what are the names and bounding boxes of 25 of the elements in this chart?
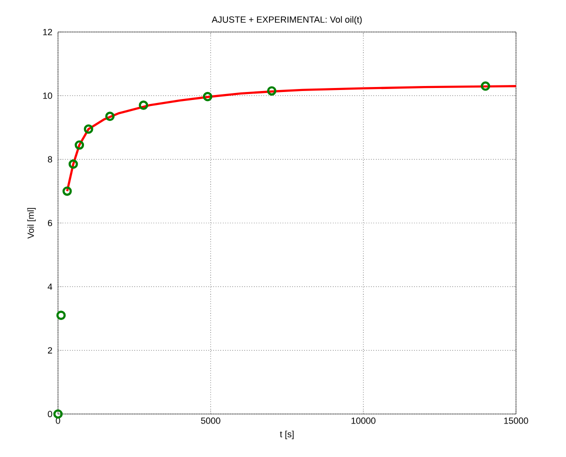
x-axis-title: t [s] [280,430,294,440]
y-tick-label: 10 [43,92,52,99]
y-axis-title: Voil [ml] [27,208,36,239]
chart-title: AJUSTE + EXPERIMENTAL: Vol oil(t) [212,16,362,24]
y-tick-label: 12 [43,28,52,36]
y-tick-label: 6 [48,220,52,226]
point [202,92,212,102]
y-tick-label: 8 [48,156,52,163]
x-tick-label: 5000 [201,418,220,424]
point [84,124,94,134]
point [267,86,276,96]
y-tick-label: 2 [48,347,52,354]
point [138,100,148,110]
line-series [66,85,518,192]
x-tick-label: 15000 [504,418,528,424]
point [68,159,78,169]
x-tick-label: 10000 [352,418,376,424]
y-tick-label: 0 [48,410,52,418]
y-tick-label: 4 [48,284,52,290]
point [53,409,63,419]
point [62,186,72,196]
point [74,140,84,150]
point [105,112,115,122]
point [56,310,66,320]
point [480,81,490,91]
